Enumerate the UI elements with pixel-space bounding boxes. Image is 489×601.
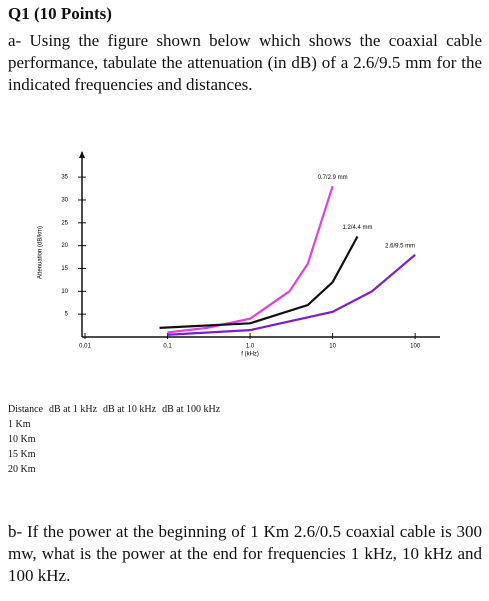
curve [159,235,359,329]
x-tick-label: 1.0 [246,344,255,350]
axis-arrow [79,151,85,158]
part-a-text: a- Using the figure shown below which sh… [8,31,482,94]
curve-label: 2.6/9.5 mm [385,243,415,249]
y-tick-label: 5 [65,312,69,318]
question-title: Q1 (10 Points) [8,4,112,23]
row-label: 10 Km [8,434,36,445]
table-header: Distance dB at 1 kHz dB at 10 kHz dB at … [8,403,226,418]
row-label: 15 Km [8,449,36,460]
y-tick-label: 25 [61,220,68,226]
y-axis-label: Attenuation (dB/km) [38,226,44,279]
y-tick-label: 10 [61,289,68,295]
header-cell: dB at 1 kHz [49,404,98,415]
curve-label: 1.2/4.4 mm [342,225,372,231]
curve-label: 0.7/2.9 mm [318,175,348,181]
row-label: 20 Km [8,464,36,475]
part-b-text: b- If the power at the beginning of 1 Km… [8,522,482,585]
x-tick-label: 0.01 [79,344,91,350]
curve [167,185,334,334]
header-cell: dB at 100 kHz [162,404,221,415]
answer-table: Distance dB at 1 kHz dB at 10 kHz dB at … [8,403,226,478]
x-axis-label: f (kHz) [241,352,259,358]
y-tick-label: 30 [61,198,68,204]
curve [167,253,416,336]
y-tick-label: 20 [61,243,68,249]
x-tick-label: 100 [410,344,421,350]
x-tick-label: 0.1 [163,344,172,350]
row-label: 1 Km [8,419,31,430]
y-tick-label: 15 [61,266,68,272]
figure: 5 10 15 20 25 30 35 0.01 0.1 1.0 10 100 f (kHz) Atten… [38,151,440,358]
header-cell: dB at 10 kHz [103,404,157,415]
header-cell: Distance [8,404,43,415]
y-tick-label: 35 [61,175,68,181]
x-tick-label: 10 [329,344,336,350]
